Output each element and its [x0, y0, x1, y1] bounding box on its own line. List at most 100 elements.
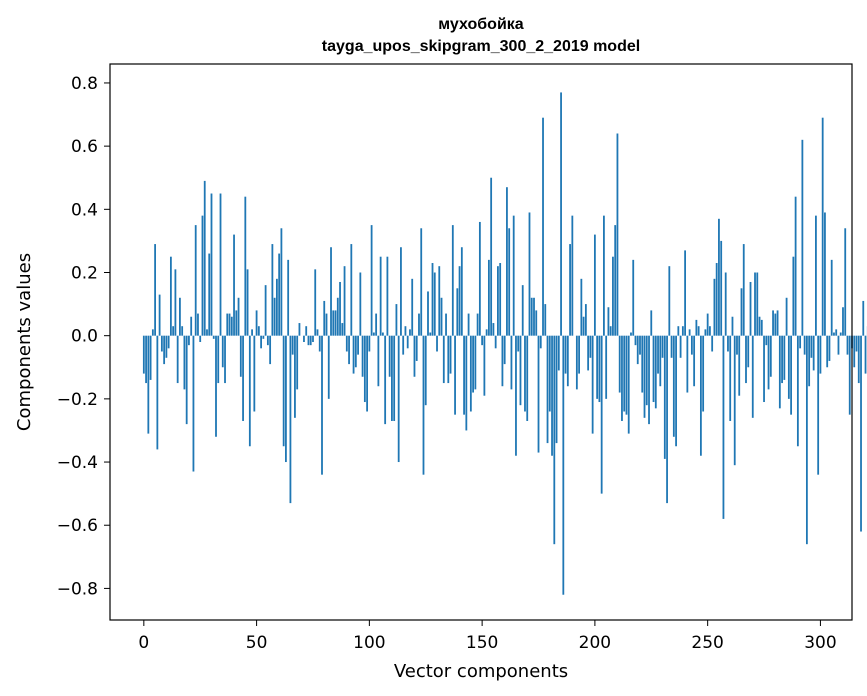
bar-153	[487, 259, 490, 336]
bar-38	[228, 313, 231, 336]
bar-233	[668, 266, 671, 336]
bar-167	[519, 335, 522, 406]
bar-178	[544, 304, 547, 336]
bar-66	[291, 335, 294, 355]
bar-170	[526, 335, 529, 421]
bar-25	[199, 335, 202, 342]
bar-30	[210, 193, 213, 336]
bar-145	[469, 335, 472, 412]
bar-101	[370, 225, 373, 336]
bar-55	[266, 335, 269, 346]
bar-41	[235, 310, 238, 336]
bar-144	[467, 313, 470, 336]
bar-234	[670, 335, 673, 358]
bar-119	[411, 278, 414, 336]
bar-143	[465, 335, 468, 431]
bar-188	[566, 335, 569, 387]
bar-261	[731, 316, 734, 336]
bar-109	[388, 335, 391, 377]
bar-298	[815, 215, 817, 336]
bar-247	[699, 335, 702, 456]
bar-257	[722, 335, 725, 519]
bar-315	[853, 335, 856, 368]
bar-245	[695, 319, 698, 336]
chart-subtitle: tayga_upos_skipgram_300_2_2019 model	[322, 38, 640, 55]
bar-6	[156, 335, 159, 450]
bar-273	[758, 316, 761, 336]
bar-168	[521, 285, 524, 336]
bar-148	[476, 313, 479, 336]
bar-189	[569, 244, 571, 336]
bar-15	[176, 335, 179, 384]
bar-282	[778, 335, 781, 409]
bar-134	[445, 313, 447, 336]
bar-254	[715, 263, 718, 336]
bar-61	[280, 228, 283, 336]
bar-221	[641, 335, 644, 393]
bar-173	[533, 297, 535, 336]
bar-94	[354, 335, 357, 368]
bar-181	[551, 335, 553, 456]
bar-248	[702, 335, 705, 412]
bar-268	[747, 335, 750, 368]
bar-264	[738, 335, 741, 396]
bar-115	[402, 335, 405, 355]
bar-0	[142, 335, 145, 374]
bar-90	[345, 335, 348, 352]
bar-86	[336, 297, 339, 336]
bar-8	[160, 335, 163, 352]
bar-184	[557, 335, 560, 371]
bar-14	[174, 269, 177, 336]
bar-305	[830, 259, 833, 336]
bar-57	[271, 244, 274, 336]
bar-182	[553, 335, 556, 545]
bar-293	[803, 335, 806, 355]
bar-83	[330, 247, 332, 336]
bar-22	[192, 335, 195, 472]
bar-280	[774, 313, 777, 336]
bar-171	[528, 212, 531, 336]
bar-50	[255, 310, 258, 336]
bar-68	[296, 335, 299, 390]
bar-235	[672, 335, 675, 437]
bar-213	[623, 335, 626, 412]
bar-312	[846, 335, 849, 355]
bar-99	[366, 335, 368, 412]
bar-250	[706, 313, 709, 336]
bar-77	[316, 329, 319, 336]
bar-62	[282, 335, 285, 447]
bar-291	[799, 335, 802, 349]
bar-137	[451, 225, 454, 336]
bar-74	[309, 335, 312, 346]
bar-223	[645, 335, 648, 406]
bar-214	[625, 335, 628, 415]
bar-72	[305, 326, 308, 336]
bar-238	[679, 335, 682, 358]
y-tick-label: −0.8	[57, 579, 98, 599]
bar-279	[772, 310, 774, 336]
bar-300	[819, 335, 822, 374]
bar-10	[165, 335, 168, 358]
bar-227	[654, 335, 657, 409]
bar-84	[332, 310, 335, 336]
bar-102	[372, 332, 375, 336]
bar-52	[260, 335, 262, 349]
bar-271	[754, 272, 756, 336]
bar-43	[239, 335, 242, 377]
bar-308	[837, 335, 840, 355]
bar-289	[794, 196, 797, 336]
plot-frame	[109, 63, 853, 621]
bar-262	[733, 335, 736, 466]
bar-260	[729, 335, 732, 421]
bar-197	[587, 335, 590, 371]
bar-154	[490, 177, 493, 336]
bar-179	[546, 335, 549, 444]
bar-236	[675, 335, 677, 447]
bar-141	[460, 247, 463, 336]
bar-220	[639, 335, 641, 355]
bar-208	[612, 256, 614, 336]
bar-59	[275, 278, 278, 336]
bar-121	[415, 335, 418, 361]
bar-31	[212, 335, 215, 339]
bar-17	[181, 326, 184, 336]
